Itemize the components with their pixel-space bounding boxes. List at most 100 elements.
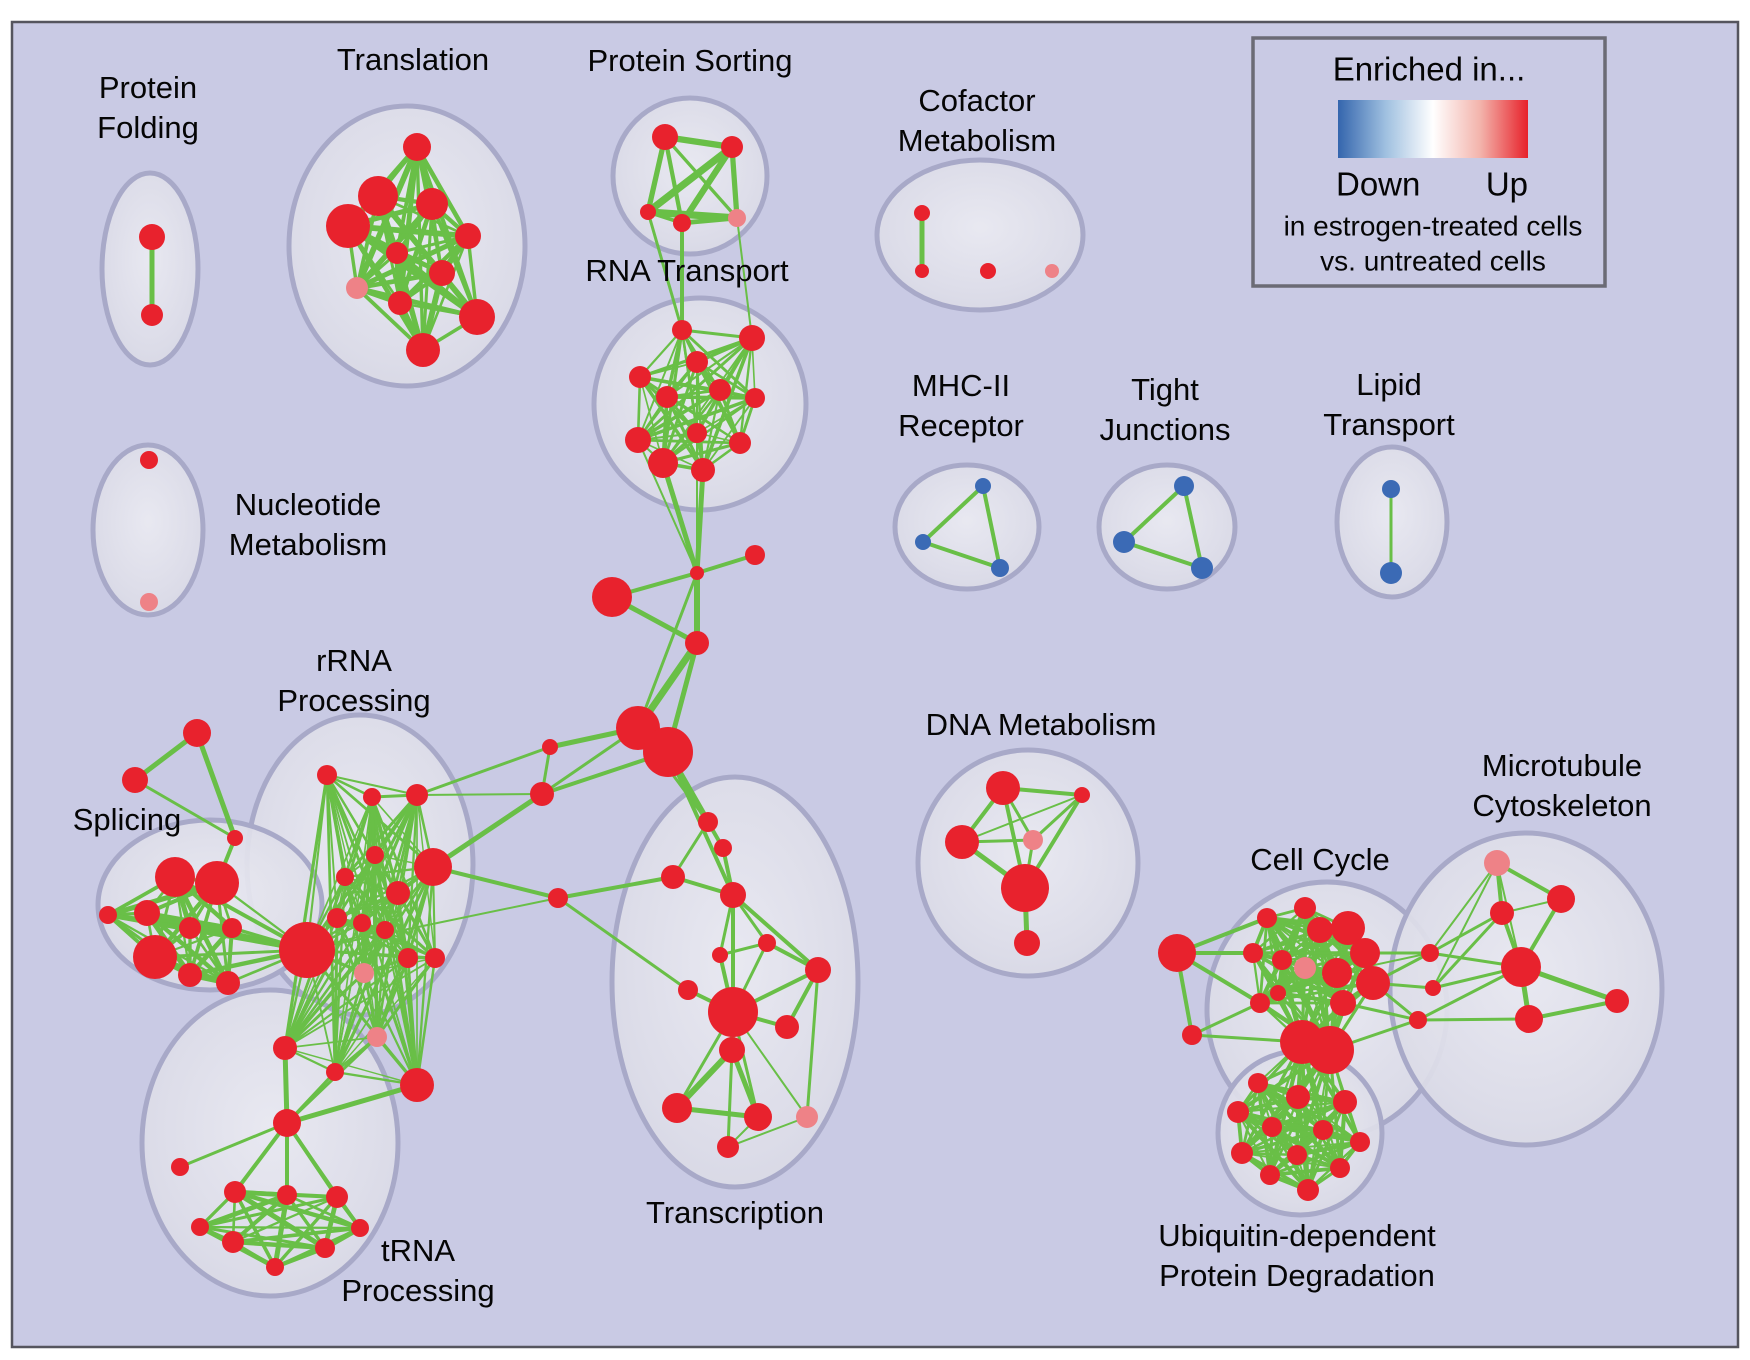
edge <box>1031 793 1084 842</box>
gene-set-node-70 <box>279 922 335 978</box>
gene-set-node-21 <box>1045 264 1059 278</box>
cluster-label-protein-folding-line2: Folding <box>97 110 199 145</box>
edge <box>233 1121 289 1194</box>
edge <box>637 329 683 441</box>
gene-set-node-86 <box>367 1027 387 1047</box>
edge <box>431 865 560 900</box>
legend-down-label: Down <box>1336 166 1420 203</box>
edge <box>1276 951 1367 995</box>
edge <box>981 484 1002 570</box>
cluster-label-rrna-processing-line1: rRNA <box>316 643 392 678</box>
gene-set-node-53 <box>719 1037 745 1063</box>
gene-set-node-48 <box>712 947 728 963</box>
gene-set-node-33 <box>691 458 715 482</box>
gene-set-node-109 <box>1331 911 1365 945</box>
gene-set-node-54 <box>662 1093 692 1123</box>
edge <box>283 956 410 1050</box>
cluster-label-nucleotide-metabolism-line1: Nucleotide <box>235 487 381 522</box>
edge <box>1268 1140 1362 1177</box>
cluster-label-trna-processing-line1: tRNA <box>381 1233 455 1268</box>
edge <box>198 1225 362 1230</box>
edge <box>738 336 754 445</box>
edge <box>333 928 387 1074</box>
cluster-label-cofactor-metabolism-line2: Metabolism <box>898 123 1057 158</box>
gene-set-node-73 <box>406 784 428 806</box>
gene-set-node-3 <box>358 176 398 216</box>
cluster-label-protein-folding-line1: Protein <box>99 70 197 105</box>
gene-set-node-78 <box>327 908 347 928</box>
gene-set-node-76 <box>414 848 452 886</box>
edge <box>430 791 545 870</box>
gene-set-node-50 <box>678 980 698 1000</box>
gene-set-node-2 <box>403 133 431 161</box>
gene-set-node-28 <box>745 388 765 408</box>
edge <box>273 1195 339 1269</box>
legend-box <box>1251 36 1607 288</box>
gene-set-node-112 <box>1294 957 1316 979</box>
edge <box>406 956 419 1087</box>
gene-set-node-118 <box>1330 990 1356 1016</box>
gene-set-node-22 <box>672 320 692 340</box>
cluster-label-microtubule-cytoskeleton-line2: Cytoskeleton <box>1472 788 1651 823</box>
gene-set-node-92 <box>326 1186 348 1208</box>
gene-set-node-143 <box>915 534 931 550</box>
gene-set-node-63 <box>134 900 160 926</box>
gene-set-node-46 <box>720 882 746 908</box>
edge <box>1294 1139 1363 1158</box>
edge <box>285 1193 327 1250</box>
cluster-bubble-nucleotide-metabolism <box>90 442 206 618</box>
edge <box>284 1082 420 1126</box>
gene-set-node-144 <box>991 559 1009 577</box>
gene-set-node-51 <box>708 987 758 1037</box>
gene-set-node-55 <box>744 1103 772 1131</box>
edge <box>636 571 699 730</box>
legend-gradient-bar <box>1338 100 1528 158</box>
edge <box>1431 911 1504 990</box>
gene-set-node-19 <box>915 264 929 278</box>
gene-set-node-123 <box>1409 1011 1427 1029</box>
gene-set-node-1 <box>141 304 163 326</box>
edge <box>1268 1166 1342 1177</box>
gene-set-node-151 <box>140 593 158 611</box>
edge <box>231 1226 362 1244</box>
gene-set-node-98 <box>986 771 1020 805</box>
edge <box>1432 862 1498 989</box>
gene-set-node-97 <box>266 1258 284 1276</box>
gene-set-node-131 <box>1286 1085 1310 1109</box>
gene-set-node-133 <box>1227 1101 1249 1123</box>
edge <box>736 217 753 339</box>
edge <box>334 796 373 1073</box>
gene-set-node-116 <box>1250 993 1270 1013</box>
gene-set-node-5 <box>326 204 370 248</box>
edge <box>406 793 419 960</box>
edge <box>363 957 436 974</box>
cluster-bubble-cofactor-metabolism <box>874 157 1086 313</box>
cluster-label-mhc-ii-receptor-line1: MHC-II <box>912 368 1010 403</box>
edge <box>636 438 742 445</box>
gene-set-node-134 <box>1262 1117 1282 1137</box>
gene-set-node-130 <box>1248 1073 1268 1093</box>
gene-set-node-125 <box>1547 885 1575 913</box>
edge <box>375 956 437 1039</box>
gene-set-node-128 <box>1605 989 1629 1013</box>
edge <box>727 1116 808 1148</box>
edge <box>556 896 690 992</box>
edge <box>384 929 418 1086</box>
gene-set-node-103 <box>1014 930 1040 956</box>
gene-set-node-102 <box>1001 864 1049 912</box>
gene-set-node-62 <box>195 861 239 905</box>
gene-set-node-149 <box>1380 562 1402 584</box>
edge <box>284 1047 418 1086</box>
edge <box>178 1121 289 1169</box>
gene-set-node-80 <box>376 921 394 939</box>
edge <box>665 395 757 400</box>
legend-subtitle-line2: vs. untreated cells <box>1320 245 1546 276</box>
gene-set-node-29 <box>687 423 707 443</box>
edge <box>197 1192 290 1230</box>
gene-set-node-35 <box>745 545 765 565</box>
edge <box>556 875 675 900</box>
edge <box>1251 906 1307 955</box>
gene-set-node-137 <box>1231 1142 1253 1164</box>
gene-set-node-139 <box>1330 1158 1350 1178</box>
